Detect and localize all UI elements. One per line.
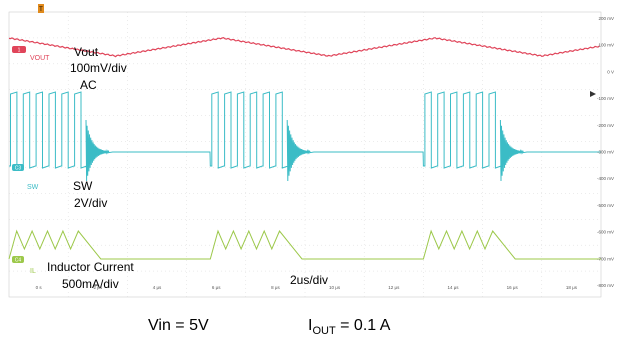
y-tick-label: -100 mV <box>597 96 614 101</box>
iout-symbol: I <box>308 317 313 334</box>
y-tick-label: 200 mV <box>598 16 614 21</box>
x-tick-label: 2 μs <box>93 285 102 290</box>
vout-trace <box>8 37 600 58</box>
x-tick-label: 12 μs <box>388 285 400 290</box>
axis-ticks: 0 s 2 μs 4 μs 6 μs 8 μs 10 μs 12 μs 14 μs 16 μs 1… <box>36 16 614 290</box>
ch3-marker: C3 <box>12 164 24 172</box>
grid <box>9 12 601 297</box>
x-tick-label: 14 μs <box>447 285 459 290</box>
timebase-label: 2us/div <box>290 273 328 287</box>
y-tick-label: -300 mV <box>597 149 614 154</box>
vout-badge: VOUT <box>30 55 50 62</box>
y-tick-label: -500 mV <box>597 203 614 208</box>
sw-scale-label: 2V/div <box>74 196 107 210</box>
x-tick-label: 0 s <box>36 285 43 290</box>
iout-caption: IOUT = 0.1 A <box>308 317 391 337</box>
y-tick-label: -600 mV <box>597 230 614 235</box>
vout-scale-label: 100mV/div <box>70 61 127 75</box>
x-tick-label: 6 μs <box>212 285 221 290</box>
sw-label: SW <box>73 179 93 193</box>
svg-text:T: T <box>39 7 43 13</box>
sw-badge: SW <box>27 184 39 191</box>
channel-markers: 1 C3 C4 VOUT SW IL T <box>12 4 596 275</box>
ch4-marker: C4 <box>12 256 24 264</box>
sw-trace <box>9 91 601 182</box>
x-tick-label: 8 μs <box>271 285 280 290</box>
il-label: Inductor Current <box>47 260 134 274</box>
x-tick-label: 4 μs <box>153 285 162 290</box>
ch4-marker-text: C4 <box>15 258 22 264</box>
trigger-position-marker[interactable]: T <box>38 4 44 13</box>
y-tick-label: -400 mV <box>597 176 614 181</box>
iout-value: = 0.1 A <box>335 317 391 334</box>
y-tick-label: -800 mV <box>597 283 614 288</box>
ch1-marker-text: 1 <box>18 48 21 54</box>
il-badge: IL <box>30 268 36 275</box>
y-tick-label: 100 mV <box>598 43 614 48</box>
ch3-marker-text: C3 <box>15 166 22 172</box>
x-tick-label: 16 μs <box>507 285 519 290</box>
vout-label: Vout <box>74 45 99 59</box>
il-scale-label: 500mA/div <box>62 277 119 291</box>
il-trace <box>8 229 601 260</box>
iout-subscript: OUT <box>312 325 336 337</box>
vin-caption: Vin = 5V <box>148 317 209 334</box>
y-tick-label: -700 mV <box>597 256 614 261</box>
channel-labels: Vout 100mV/div AC SW 2V/div Inductor Current 5… <box>47 45 328 291</box>
trigger-level-arrow-icon[interactable] <box>590 91 596 97</box>
y-tick-label: -200 mV <box>597 123 614 128</box>
x-tick-label: 10 μs <box>329 285 341 290</box>
x-tick-label: 18 μs <box>566 285 578 290</box>
y-tick-label: 0 V <box>607 69 614 74</box>
waveforms <box>8 37 601 260</box>
ch1-marker: 1 <box>12 46 26 54</box>
vout-coupling-label: AC <box>80 78 97 92</box>
